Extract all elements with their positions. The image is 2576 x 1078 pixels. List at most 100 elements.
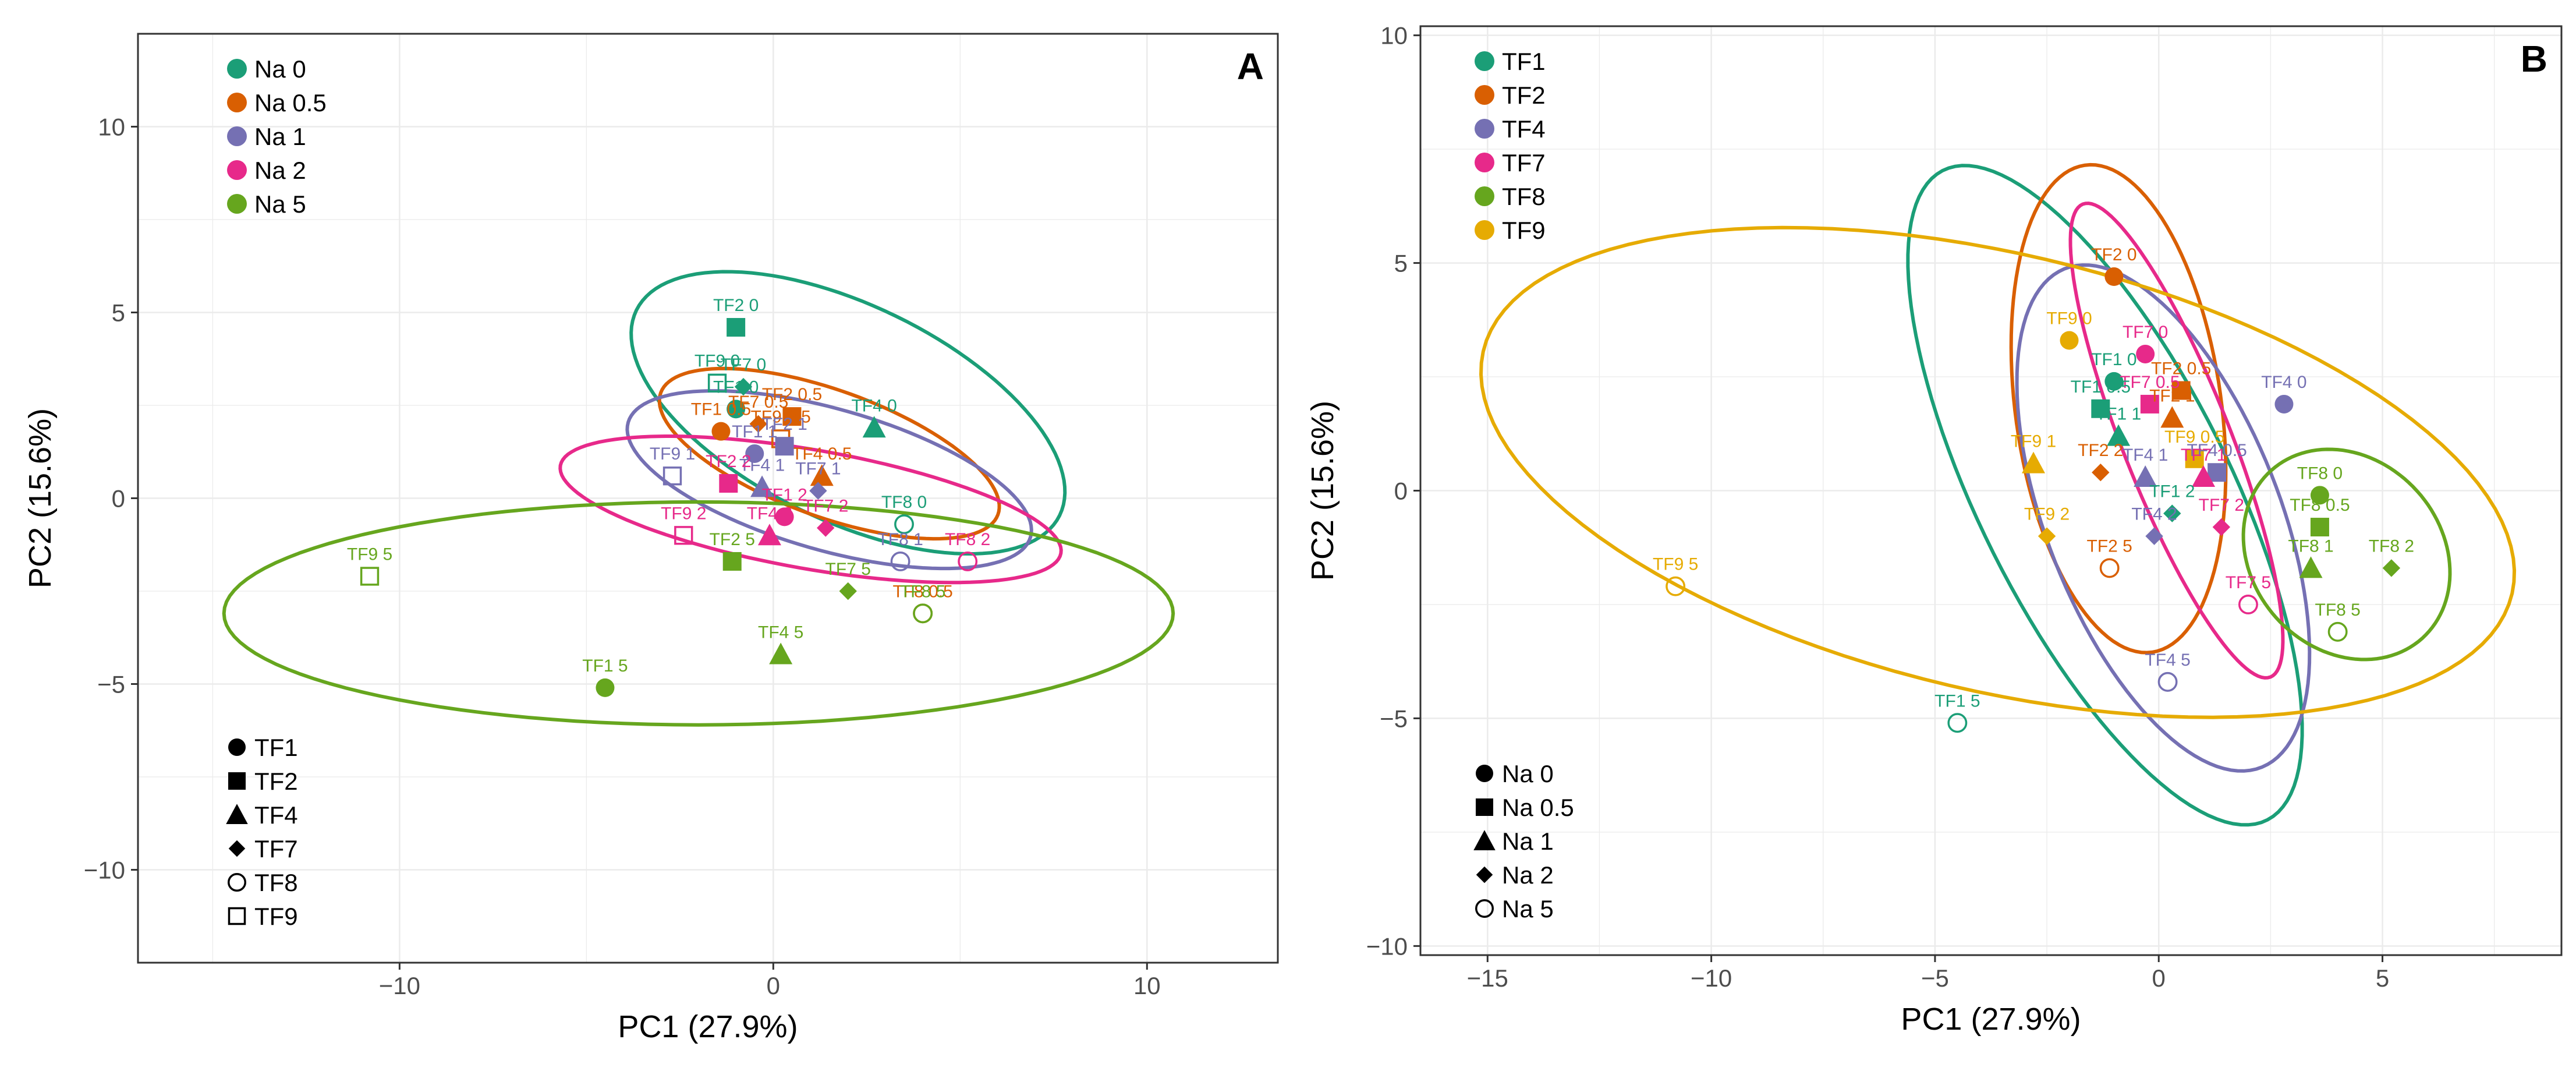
shape-legend-key-tf9	[228, 907, 246, 925]
y-tick-label: 0	[112, 485, 125, 513]
point-label-tf8-5: TF8 5	[900, 582, 945, 601]
shape-legend-key-tf1	[228, 738, 246, 756]
shape-legend-label-na-2: Na 2	[1502, 861, 1554, 889]
y-tick-label: 5	[112, 299, 125, 327]
color-legend-key-na-2	[227, 160, 247, 180]
point-label-tf1-0-5: TF1 0.5	[691, 400, 751, 419]
point-tf2-0	[727, 318, 746, 337]
point-label-tf7-5: TF7 5	[825, 560, 871, 579]
point-label-tf8-1: TF8 1	[2288, 536, 2333, 556]
point-tf8-0	[894, 514, 914, 535]
point-label-tf4-0-5: TF4 0.5	[2187, 441, 2247, 460]
point-label-tf2-5: TF2 5	[2087, 536, 2132, 556]
point-label-tf7-0: TF7 0	[721, 355, 766, 374]
point-tf8-0	[2310, 486, 2329, 505]
ellipse-na-2	[558, 434, 1063, 585]
y-tick-label: −10	[84, 857, 125, 884]
x-tick-label: 0	[2152, 964, 2166, 992]
color-legend-label-na-0-5: Na 0.5	[254, 89, 327, 116]
point-label-tf7-0: TF7 0	[2123, 323, 2168, 342]
point-tf8-0-5	[2310, 518, 2329, 537]
shape-legend-key-na-0-5	[1476, 798, 1493, 816]
point-label-tf4-1: TF4 1	[2123, 446, 2168, 465]
y-tick-label: 5	[1394, 250, 1408, 277]
point-label-tf8-1: TF8 1	[877, 530, 923, 549]
color-legend-key-tf8	[1475, 186, 1494, 206]
point-tf7-0-5	[749, 415, 767, 433]
shape-legend-label-tf7: TF7	[254, 835, 298, 863]
color-legend-label-tf1: TF1	[1502, 48, 1546, 75]
point-tf7-1	[2192, 465, 2216, 487]
x-tick-label: −5	[1921, 964, 1949, 992]
point-tf9-1	[2022, 451, 2046, 473]
point-label-tf4-2: TF4 2	[2131, 505, 2177, 524]
point-label-tf2-0: TF2 0	[2091, 245, 2136, 264]
point-tf1-0-5	[711, 422, 731, 441]
gridlines	[1420, 26, 2561, 955]
point-label-tf1-0-5: TF1 0.5	[2071, 377, 2131, 397]
point-label-tf2-5: TF2 5	[710, 530, 755, 549]
point-tf2-0-5	[782, 407, 802, 426]
shape-legend-label-tf4: TF4	[254, 801, 298, 829]
axes: −15 −10 −5 0 5 −10 −5 0 5 10 PC1 (27.9%) PC2 (15.6%…	[1305, 22, 2389, 1037]
shape-legend-key-na-5	[1475, 899, 1494, 918]
point-tf4-0-5	[810, 464, 834, 486]
point-label-tf9-0-5: TF9 0.5	[750, 407, 810, 426]
point-label-tf9-1: TF9 1	[2011, 432, 2056, 451]
confidence-ellipses	[222, 270, 1175, 727]
point-tf8-2	[2382, 559, 2401, 577]
point-tf7-1	[809, 482, 827, 500]
point-label-tf1-1: TF1 1	[732, 422, 777, 441]
point-label-tf9-2: TF9 2	[2024, 505, 2070, 524]
shape-legend-key-na-1	[1473, 830, 1496, 850]
ellipse-na-0	[629, 270, 1067, 556]
shape-legend-key-tf2	[228, 772, 246, 790]
shape-legend: Na 0 Na 0.5 Na 1 Na 2 Na 5	[1473, 760, 1574, 923]
color-legend-label-na-5: Na 5	[254, 190, 306, 218]
axes: −10 0 10 −10 −5 0 5 10 PC1 (27.9%) PC2 (15.6%)	[23, 114, 1161, 1045]
shape-legend-label-na-5: Na 5	[1502, 895, 1554, 923]
color-legend-key-tf1	[1475, 51, 1494, 71]
point-label-tf4-0: TF4 0	[851, 396, 897, 415]
color-legend-key-tf7	[1475, 153, 1494, 172]
point-label-tf1-0: TF1 0	[2091, 350, 2136, 369]
point-label-tf2-0: TF2 0	[713, 296, 759, 315]
shape-legend: TF1 TF2 TF4 TF7 TF8 TF9	[226, 734, 298, 930]
color-legend-label-tf7: TF7	[1502, 149, 1546, 176]
point-label-tf1-2: TF1 2	[761, 485, 807, 504]
color-legend-key-tf9	[1475, 220, 1494, 240]
point-label-tf9-0-5: TF9 0.5	[2164, 427, 2224, 447]
point-tf1-2	[775, 507, 794, 526]
point-tf1-1	[2107, 424, 2131, 446]
shape-legend-label-tf8: TF8	[254, 869, 298, 896]
point-label-tf9-2: TF9 2	[661, 504, 706, 523]
point-label-tf1-5: TF1 5	[582, 656, 628, 676]
color-legend-label-na-0: Na 0	[254, 55, 306, 83]
point-tf9-2	[674, 526, 693, 545]
color-legend-key-na-1	[227, 126, 247, 146]
point-tf9-0	[707, 373, 727, 393]
x-tick-label: 0	[767, 972, 780, 999]
point-tf7-2	[2212, 518, 2231, 536]
color-legend-key-na-0	[227, 59, 247, 79]
panel-label: B	[2521, 38, 2547, 80]
point-label-tf2-1: TF2 1	[2149, 386, 2195, 405]
point-tf7-0	[2136, 344, 2155, 363]
point-tf4-1	[750, 475, 774, 497]
point-tf4-1	[2134, 465, 2157, 487]
color-legend-label-tf4: TF4	[1502, 115, 1546, 143]
shape-legend-key-na-2	[1476, 866, 1493, 883]
point-tf2-1	[775, 437, 794, 456]
point-label-tf4-1: TF4 1	[739, 455, 785, 475]
x-axis-label: PC1 (27.9%)	[1901, 1002, 2081, 1037]
point-tf1-2	[2163, 504, 2181, 522]
shape-legend-label-tf2: TF2	[254, 768, 298, 795]
point-tf1-5	[596, 678, 615, 697]
point-tf2-2	[2092, 464, 2110, 482]
color-legend-key-na-5	[227, 194, 247, 214]
point-tf2-2	[719, 473, 738, 493]
ellipse-na-1	[625, 389, 1033, 571]
point-tf9-2	[2038, 527, 2056, 545]
